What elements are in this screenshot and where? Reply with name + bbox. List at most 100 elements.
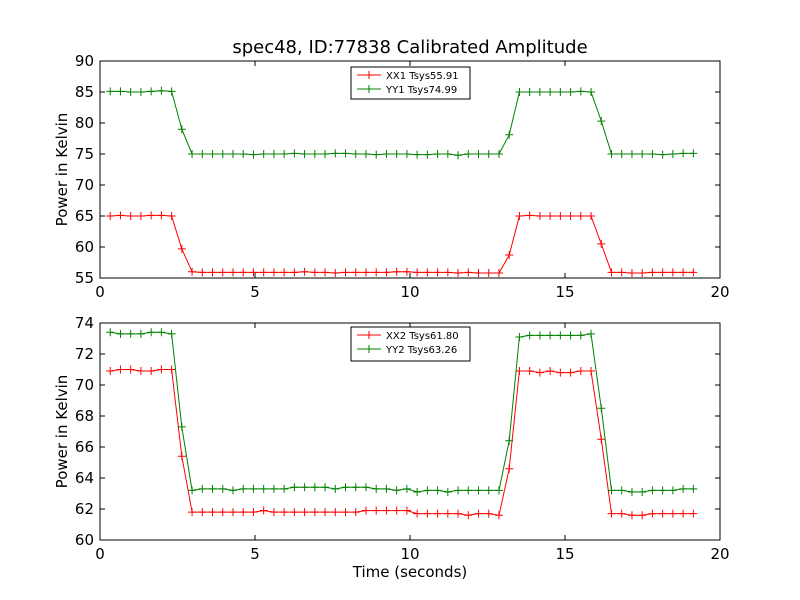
data-point	[259, 484, 268, 493]
data-point	[167, 212, 176, 220]
data-point	[597, 404, 606, 413]
data-point	[668, 150, 677, 158]
data-point	[413, 509, 422, 518]
data-point	[218, 150, 227, 158]
data-point	[126, 88, 135, 96]
data-point	[351, 268, 360, 277]
data-point	[597, 435, 606, 444]
data-point	[494, 511, 503, 520]
data-point	[535, 88, 544, 96]
data-point	[269, 508, 278, 517]
data-point	[464, 511, 473, 520]
top-panel: 0 5 10 15 20 55 60 65 70 75 80 85 90 Power in Kelvin X…	[53, 52, 730, 301]
data-point	[617, 486, 626, 495]
data-point	[382, 268, 391, 277]
data-point	[525, 331, 534, 340]
data-point	[228, 508, 237, 517]
data-point	[443, 509, 452, 518]
data-point	[484, 269, 493, 278]
data-point	[638, 487, 647, 496]
data-point	[525, 367, 534, 376]
data-point	[106, 367, 115, 376]
data-point	[689, 268, 698, 277]
data-point	[249, 508, 258, 517]
y-tick-label: 80	[75, 114, 94, 132]
data-point	[106, 212, 115, 220]
data-point	[627, 487, 636, 496]
data-point	[310, 508, 319, 517]
data-point	[208, 484, 217, 493]
x-tick-label: 5	[250, 545, 260, 563]
data-point	[679, 268, 688, 277]
data-point	[198, 150, 207, 158]
data-point	[464, 486, 473, 495]
legend-marker	[365, 71, 373, 79]
data-point	[494, 269, 503, 278]
data-point	[372, 150, 381, 159]
data-point	[116, 329, 125, 338]
legend-box	[350, 326, 471, 362]
data-point	[269, 484, 278, 493]
data-point	[617, 150, 626, 158]
data-point	[627, 269, 636, 278]
data-point	[321, 483, 330, 492]
data-point	[423, 509, 432, 518]
data-point	[576, 212, 585, 220]
data-point	[300, 150, 309, 158]
data-point	[413, 487, 422, 496]
series-line-2	[110, 331, 694, 493]
data-point	[136, 88, 145, 96]
data-point	[443, 150, 452, 158]
data-point	[321, 508, 330, 517]
data-point	[198, 508, 207, 517]
data-point	[566, 368, 575, 377]
data-point	[228, 486, 237, 495]
data-point	[290, 268, 299, 277]
data-point	[106, 328, 115, 337]
y-tick-label: 70	[75, 376, 94, 394]
data-point	[423, 486, 432, 495]
data-point	[505, 130, 514, 139]
data-point	[484, 150, 493, 158]
data-point	[249, 268, 258, 277]
data-point	[167, 329, 176, 338]
data-point	[290, 483, 299, 492]
x-tick-label: 15	[555, 283, 574, 301]
data-point	[423, 150, 432, 159]
data-point	[474, 150, 483, 158]
data-point	[402, 484, 411, 493]
data-point	[494, 486, 503, 495]
data-point	[525, 211, 534, 220]
data-point	[239, 508, 248, 517]
data-point	[372, 484, 381, 493]
x-tick-label: 0	[95, 283, 105, 301]
data-point	[648, 150, 657, 158]
data-point	[157, 365, 166, 374]
data-point	[361, 150, 370, 158]
data-point	[177, 244, 186, 253]
data-point	[607, 486, 616, 495]
data-point	[116, 365, 125, 374]
data-point	[361, 268, 370, 277]
data-point	[535, 212, 544, 220]
data-point	[331, 269, 340, 278]
data-point	[188, 508, 197, 517]
legend-marker	[365, 331, 373, 339]
data-point	[239, 268, 248, 277]
data-point	[413, 150, 422, 159]
data-point	[556, 331, 565, 340]
data-point	[188, 150, 197, 158]
data-point	[177, 125, 186, 134]
data-point	[331, 484, 340, 493]
data-point	[566, 331, 575, 340]
data-point	[310, 150, 319, 158]
data-point	[382, 150, 391, 158]
data-point	[218, 508, 227, 517]
data-point	[402, 267, 411, 276]
data-point	[280, 484, 289, 493]
data-point	[627, 511, 636, 520]
data-point	[300, 508, 309, 517]
data-point	[587, 88, 596, 96]
data-point	[269, 268, 278, 277]
y-tick-label: 74	[75, 314, 94, 332]
